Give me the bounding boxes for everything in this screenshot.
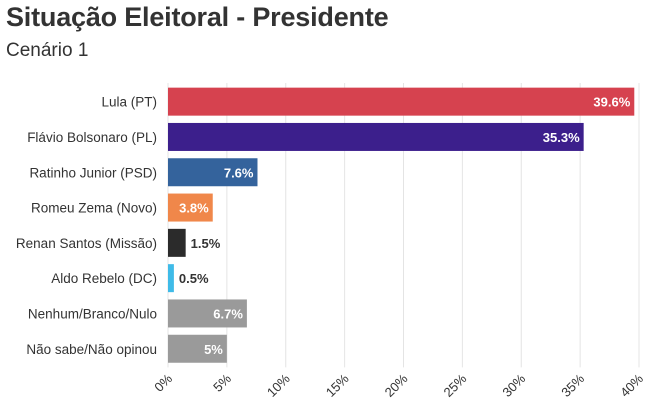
category-label: Lula (PT) xyxy=(101,95,157,110)
x-tick-label: 0% xyxy=(151,371,175,395)
bar xyxy=(168,264,174,293)
category-label: Romeu Zema (Novo) xyxy=(31,201,157,216)
category-label: Flávio Bolsonaro (PL) xyxy=(27,130,157,145)
x-axis-ticks: 0% 5% 10% 15% 20% 25% 30% 35% 40% xyxy=(151,371,646,400)
x-tick-label: 35% xyxy=(558,371,587,400)
bar xyxy=(168,122,584,151)
value-label: 3.8% xyxy=(179,201,209,216)
category-label: Não sabe/Não opinou xyxy=(26,342,157,357)
bar xyxy=(168,299,247,328)
bar xyxy=(168,193,213,222)
value-label: 7.6% xyxy=(224,165,254,180)
x-tick-label: 25% xyxy=(440,371,469,400)
x-tick-label: 20% xyxy=(382,371,411,400)
bar xyxy=(168,158,258,187)
value-label: 39.6% xyxy=(593,95,630,110)
x-tick-label: 40% xyxy=(617,371,646,400)
bar xyxy=(168,334,227,363)
chart-subtitle: Cenário 1 xyxy=(6,40,89,61)
bars: 39.6% 35.3% 7.6% 3.8% 1.5% 0.5% 6.7% 5% xyxy=(168,87,635,363)
value-label: 1.5% xyxy=(191,236,221,251)
category-label: Renan Santos (Missão) xyxy=(16,236,157,251)
category-label: Ratinho Junior (PSD) xyxy=(29,165,157,180)
category-label: Aldo Rebelo (DC) xyxy=(51,271,157,286)
value-label: 35.3% xyxy=(543,130,580,145)
bar xyxy=(168,87,635,116)
category-label: Nenhum/Branco/Nulo xyxy=(28,306,157,321)
x-tick-label: 15% xyxy=(323,371,352,400)
value-label: 5% xyxy=(204,342,223,357)
x-tick-label: 5% xyxy=(210,371,234,395)
value-label: 6.7% xyxy=(213,306,243,321)
value-label: 0.5% xyxy=(179,271,209,286)
category-labels: Lula (PT) Flávio Bolsonaro (PL) Ratinho Ju… xyxy=(16,95,157,357)
chart-title: Situação Eleitoral - Presidente xyxy=(6,2,389,32)
x-tick-label: 10% xyxy=(264,371,293,400)
bar xyxy=(168,228,186,257)
x-tick-label: 30% xyxy=(499,371,528,400)
